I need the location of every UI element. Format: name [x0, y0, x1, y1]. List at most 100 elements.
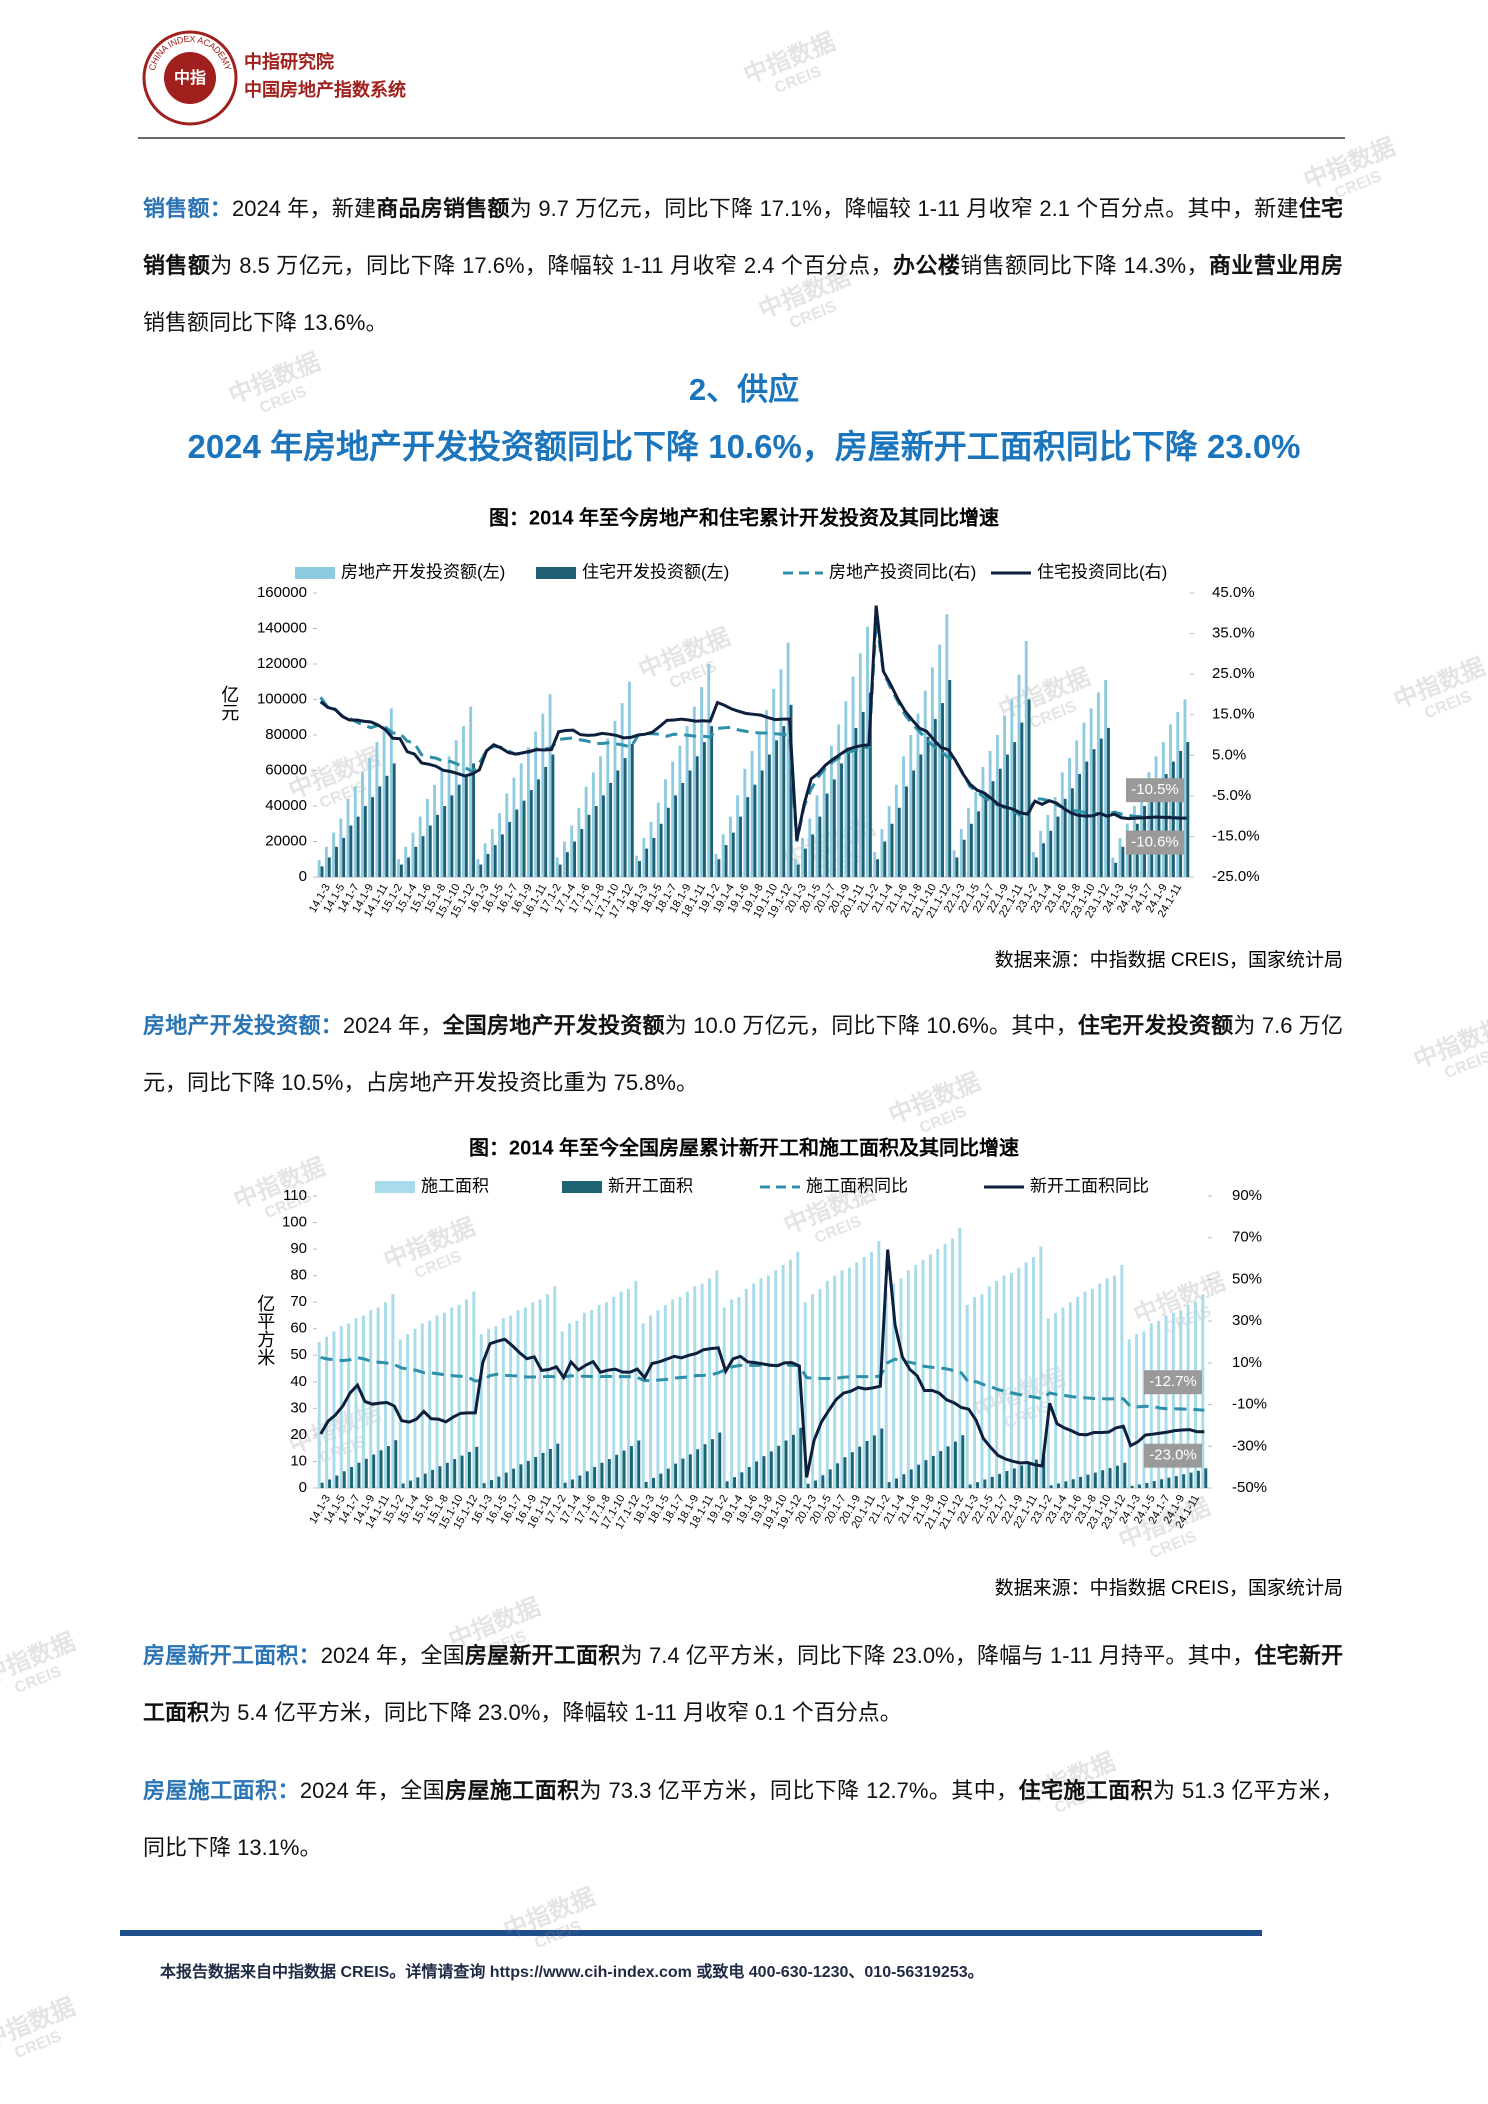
- logo-mark: 中指: [174, 68, 206, 87]
- bar: [909, 735, 913, 877]
- text-run: 住宅施工面积: [1018, 1778, 1154, 1803]
- y2-tick-label: 50%: [1232, 1270, 1262, 1287]
- y-tick-label: 110: [283, 1187, 307, 1204]
- bar: [556, 1443, 560, 1488]
- bar: [479, 864, 483, 877]
- text-run: 销售额同比下降 13.6%。: [143, 310, 388, 335]
- bar: [623, 758, 627, 877]
- bar: [984, 793, 988, 877]
- bar: [700, 1283, 704, 1488]
- bar: [715, 1270, 719, 1488]
- bar: [541, 713, 545, 877]
- bar: [1160, 1479, 1164, 1488]
- bar: [1114, 862, 1118, 877]
- bar: [317, 860, 321, 877]
- y-tick-label: 20: [290, 1426, 307, 1443]
- y-tick-label: 30: [290, 1399, 307, 1416]
- bar: [953, 1441, 957, 1488]
- bar: [515, 809, 519, 877]
- bar: [325, 1336, 329, 1488]
- bar: [1149, 1323, 1153, 1488]
- bar: [609, 782, 613, 877]
- bar: [772, 688, 776, 877]
- bar: [1024, 1262, 1028, 1488]
- bar: [829, 745, 833, 877]
- text-run: 为 5.4 亿平方米，同比下降 23.0%，降幅较 1-11 月收窄 0.1 个…: [209, 1700, 902, 1725]
- bar: [465, 1299, 468, 1488]
- bar: [1046, 1318, 1050, 1488]
- bar: [890, 823, 894, 877]
- bar: [635, 855, 639, 877]
- bar: [649, 821, 653, 877]
- bar: [445, 1462, 449, 1488]
- bar: [1121, 846, 1125, 877]
- bar: [818, 816, 822, 877]
- bar: [442, 1312, 446, 1488]
- text-run: 房屋施工面积：: [143, 1778, 300, 1803]
- bar: [1046, 814, 1050, 877]
- bar: [906, 1270, 910, 1488]
- bar: [750, 750, 754, 877]
- end-label: -23.0%: [1149, 1447, 1197, 1464]
- bar: [357, 1462, 361, 1488]
- bar: [916, 713, 920, 877]
- bar: [613, 720, 617, 877]
- bar: [796, 864, 800, 877]
- bar: [570, 825, 574, 877]
- chart-source: 数据来源：中指数据 CREIS，国家统计局: [995, 1577, 1343, 1599]
- legend-item: 施工面积: [375, 1176, 489, 1195]
- bar: [423, 1473, 427, 1488]
- bar: [627, 1288, 630, 1488]
- bar: [728, 816, 732, 877]
- bar: [757, 731, 761, 877]
- bar: [472, 763, 476, 877]
- bar: [627, 681, 631, 877]
- bar: [760, 770, 764, 877]
- bar: [1083, 1291, 1087, 1488]
- bar: [737, 1296, 741, 1488]
- bar: [519, 1464, 523, 1488]
- bar: [887, 1482, 891, 1488]
- bar: [692, 706, 696, 877]
- bar: [722, 1307, 726, 1488]
- bar: [666, 807, 670, 877]
- legend-swatch: [295, 567, 335, 579]
- line-series: [320, 1355, 1205, 1412]
- end-label-box: [1144, 1370, 1202, 1395]
- bar: [977, 811, 981, 877]
- bar: [777, 1445, 781, 1488]
- bar: [946, 1446, 950, 1488]
- bar: [1113, 1275, 1116, 1488]
- bar: [1020, 722, 1024, 877]
- bar: [1096, 692, 1100, 877]
- legend-swatch: [375, 1181, 415, 1193]
- bar: [1164, 774, 1168, 877]
- y-tick-label: 100: [282, 1214, 307, 1231]
- bar: [766, 1275, 770, 1488]
- bar: [1186, 1304, 1190, 1488]
- bar: [1090, 1288, 1094, 1488]
- y-tick-label: 60: [290, 1320, 307, 1337]
- bar: [555, 857, 559, 877]
- legend-item: 施工面积同比: [760, 1176, 908, 1195]
- bar: [1142, 1331, 1146, 1488]
- bar: [767, 754, 771, 877]
- bar: [1031, 852, 1035, 877]
- bar: [1020, 1465, 1024, 1488]
- bar: [391, 1294, 395, 1488]
- bar: [475, 1446, 479, 1488]
- y2-tick-label: -10%: [1232, 1396, 1267, 1413]
- bar: [762, 1456, 766, 1488]
- text-run: 为 9.7 万亿元，同比下降 17.1%，降幅较 1-11 月收窄 2.1 个百…: [509, 196, 1299, 221]
- bar: [460, 1455, 464, 1488]
- logo: CHINA INDEX ACADEMY 中指: [142, 30, 238, 126]
- bar: [752, 1283, 756, 1488]
- bar: [958, 1227, 962, 1488]
- bar: [928, 1254, 932, 1488]
- bar: [332, 832, 336, 877]
- bar: [1049, 830, 1053, 877]
- bar: [487, 1328, 491, 1488]
- bar: [376, 1307, 380, 1488]
- bar: [601, 795, 605, 877]
- bar: [822, 765, 826, 877]
